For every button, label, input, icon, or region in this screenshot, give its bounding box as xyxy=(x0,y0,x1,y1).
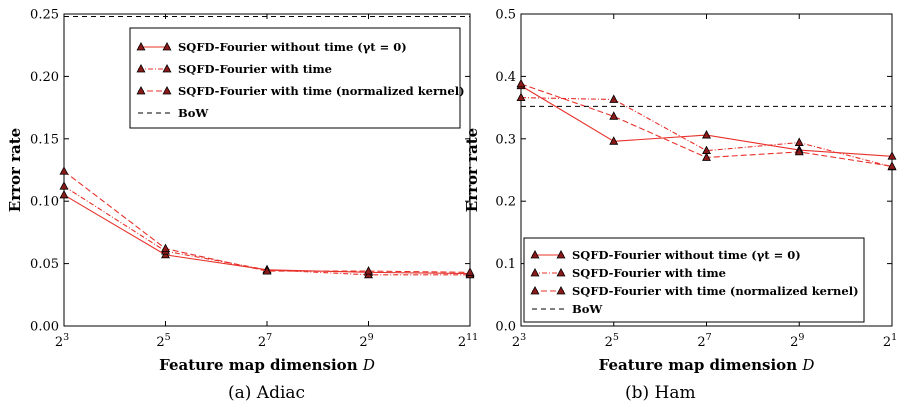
data-point-marker xyxy=(609,111,619,120)
data-point-marker xyxy=(887,151,897,160)
x-tick-label: 211 xyxy=(458,332,478,350)
legend-marker xyxy=(556,249,566,259)
x-tick-label: 29 xyxy=(790,332,804,350)
y-tick-label: 0.0 xyxy=(495,320,516,335)
y-tick-label: 0.3 xyxy=(495,132,516,147)
series-1 xyxy=(59,189,475,277)
y-axis-label: Error rate xyxy=(6,128,24,212)
x-axis-label: Feature map dimension D xyxy=(599,356,815,374)
data-point-marker xyxy=(609,94,619,103)
data-point-marker xyxy=(702,152,711,161)
series-line xyxy=(63,194,471,275)
data-point-marker xyxy=(59,189,69,199)
legend-label: SQFD-Fourier with time (normalized kerne… xyxy=(572,284,859,298)
data-point-marker xyxy=(702,129,711,139)
legend-marker xyxy=(530,267,540,277)
data-point-marker xyxy=(364,266,373,275)
legend-label: SQFD-Fourier without time (γt = 0) xyxy=(178,40,407,54)
legend-box xyxy=(129,27,461,129)
legend-label: SQFD-Fourier with time xyxy=(572,266,726,280)
y-tick-label: 0.00 xyxy=(30,320,59,335)
legend-marker xyxy=(162,41,172,51)
legend-label: SQFD-Fourier with time (normalized kerne… xyxy=(178,84,465,98)
x-tick-label: 23 xyxy=(512,332,526,350)
data-point-marker xyxy=(887,161,897,170)
data-point-marker xyxy=(794,146,804,156)
y-tick-label: 0.20 xyxy=(30,70,59,85)
y-tick-label: 0.1 xyxy=(495,257,516,272)
data-point-marker xyxy=(465,267,475,276)
y-axis-label: Error rate xyxy=(463,128,481,212)
data-point-marker xyxy=(59,181,69,190)
legend-marker xyxy=(530,249,540,259)
y-tick-label: 0.5 xyxy=(495,8,516,23)
series-3 xyxy=(516,78,897,170)
legend: SQFD-Fourier without time (γt = 0) SQFD-F… xyxy=(129,27,465,129)
y-tick-label: 0.2 xyxy=(495,195,516,210)
series-line xyxy=(520,97,893,168)
data-point-marker xyxy=(59,166,69,175)
subfigure-caption: (b) Ham xyxy=(625,383,696,403)
data-point-marker xyxy=(262,266,272,275)
chart-panel-1: 0.00 0.05 0.10 0.15 0.20 0.25 23 25 27 29 211 Featu… xyxy=(6,8,478,404)
y-tick-label: 0.10 xyxy=(30,195,59,210)
legend-marker xyxy=(556,267,566,277)
x-axis-label: Feature map dimension D xyxy=(159,356,375,374)
y-tick-label: 0.4 xyxy=(495,70,516,85)
data-point-marker xyxy=(794,137,804,146)
y-tick-label: 0.15 xyxy=(30,132,59,147)
legend: SQFD-Fourier without time (γt = 0) SQFD-F… xyxy=(523,237,865,323)
legend-marker xyxy=(162,63,172,73)
y-tick-label: 0.05 xyxy=(30,257,59,272)
subfigure-caption: (a) Adiac xyxy=(228,383,305,403)
legend-marker xyxy=(530,285,540,295)
legend-marker xyxy=(136,41,146,51)
data-point-marker xyxy=(516,78,526,88)
x-tick-label: 25 xyxy=(605,332,619,350)
data-point-marker xyxy=(516,92,526,102)
x-tick-label: 29 xyxy=(359,332,373,350)
x-tick-label: 23 xyxy=(55,332,69,350)
x-tick-label: 25 xyxy=(156,332,170,350)
legend-marker xyxy=(162,85,172,95)
data-point-marker xyxy=(161,243,170,253)
data-point-marker xyxy=(609,136,619,145)
x-tick-label: 27 xyxy=(258,332,272,350)
x-tick-label: 21 xyxy=(883,332,897,350)
legend-marker xyxy=(556,285,566,295)
series-3 xyxy=(59,166,475,276)
series-line xyxy=(63,170,471,273)
legend-marker xyxy=(136,63,146,73)
legend-label: BoW xyxy=(572,302,603,316)
legend-label: BoW xyxy=(178,106,209,120)
x-tick-label: 27 xyxy=(697,332,711,350)
legend-box xyxy=(523,237,865,323)
legend-label: SQFD-Fourier with time xyxy=(178,62,332,76)
legend-label: SQFD-Fourier without time (γt = 0) xyxy=(572,248,801,262)
y-tick-label: 0.25 xyxy=(30,8,59,23)
legend-marker xyxy=(136,85,146,95)
chart-panel-2: 0.0 0.1 0.2 0.3 0.4 0.5 23 25 27 29 21 Feature map … xyxy=(463,8,897,404)
